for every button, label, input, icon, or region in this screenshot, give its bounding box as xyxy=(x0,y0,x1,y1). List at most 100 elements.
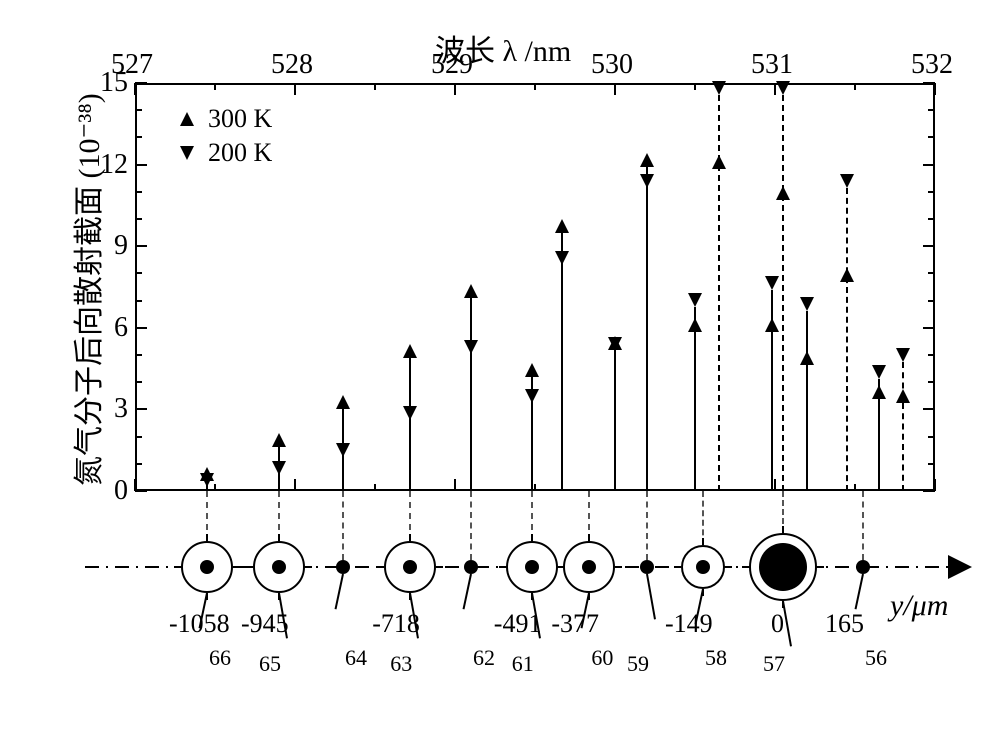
node-dot xyxy=(336,560,350,574)
stem-solid xyxy=(561,233,563,491)
leader-line xyxy=(646,574,656,620)
triangle-up-icon xyxy=(800,351,814,365)
node-dot xyxy=(856,560,870,574)
leader-line xyxy=(855,574,864,610)
triangle-up-icon xyxy=(688,318,702,332)
triangle-down-icon xyxy=(776,81,790,95)
stem-dashed xyxy=(782,95,784,491)
stem-solid xyxy=(409,358,411,491)
triangle-up-icon xyxy=(272,433,286,447)
node-position-label: -718 xyxy=(372,609,420,639)
y-tick-label: 0 xyxy=(90,475,128,507)
node-dot xyxy=(200,560,214,574)
triangle-down-icon xyxy=(800,297,814,311)
y-tick-label: 12 xyxy=(90,149,128,181)
triangle-down-icon xyxy=(464,340,478,354)
x-tick-label: 528 xyxy=(271,49,313,81)
legend-label: 300 K xyxy=(208,104,272,134)
triangle-down-icon xyxy=(688,293,702,307)
stem-dashed xyxy=(902,362,904,491)
stem-solid xyxy=(646,167,648,491)
node-position-label: 165 xyxy=(825,609,864,639)
triangle-down-icon xyxy=(608,337,622,351)
triangle-up-icon xyxy=(555,219,569,233)
node-id-label: 57 xyxy=(763,651,785,677)
leader-line xyxy=(335,574,344,610)
triangle-down-icon xyxy=(403,406,417,420)
connector-line xyxy=(862,491,864,560)
node-id-label: 64 xyxy=(345,645,367,671)
triangle-up-icon xyxy=(840,268,854,282)
y-tick-label: 6 xyxy=(90,312,128,344)
node-id-label: 58 xyxy=(705,645,727,671)
triangle-up-icon xyxy=(872,385,886,399)
triangle-up-icon xyxy=(336,395,350,409)
node-position-label: -1058 xyxy=(169,609,230,639)
node-position-label: 0 xyxy=(771,609,784,639)
x-tick-label: 532 xyxy=(911,49,953,81)
triangle-up-icon xyxy=(525,363,539,377)
connector-line xyxy=(646,491,648,560)
triangle-down-icon xyxy=(765,276,779,290)
y-tick-label: 9 xyxy=(90,230,128,262)
y-tick-label: 3 xyxy=(90,393,128,425)
triangle-down-icon xyxy=(200,473,214,487)
stem-solid xyxy=(470,298,472,491)
legend-item: 200 K xyxy=(180,138,272,168)
triangle-up-icon xyxy=(765,318,779,332)
stem-solid xyxy=(694,307,696,491)
triangle-up-icon xyxy=(712,155,726,169)
triangle-up-icon xyxy=(896,389,910,403)
node-id-label: 61 xyxy=(512,651,534,677)
x-tick-label: 530 xyxy=(591,49,633,81)
connector-line xyxy=(342,491,344,560)
triangle-down-icon xyxy=(640,174,654,188)
legend: 300 K 200 K xyxy=(180,104,272,172)
y-tick-label: 15 xyxy=(90,67,128,99)
triangle-down-icon xyxy=(272,461,286,475)
node-position-label: -149 xyxy=(665,609,713,639)
node-position-label: -377 xyxy=(551,609,599,639)
node-id-label: 60 xyxy=(591,645,613,671)
x-tick-label: 531 xyxy=(751,49,793,81)
triangle-down-icon xyxy=(555,251,569,265)
node-id-label: 65 xyxy=(259,651,281,677)
triangle-down-icon xyxy=(840,174,854,188)
stem-solid xyxy=(614,350,616,491)
stem-solid xyxy=(806,311,808,491)
triangle-up-icon xyxy=(640,153,654,167)
node-dot xyxy=(525,560,539,574)
connector-line xyxy=(470,491,472,560)
x-tick-label: 529 xyxy=(431,49,473,81)
legend-label: 200 K xyxy=(208,138,272,168)
triangle-up-icon xyxy=(464,284,478,298)
node-dot xyxy=(464,560,478,574)
triangle-down-icon xyxy=(896,348,910,362)
triangle-up-icon xyxy=(403,344,417,358)
leader-line xyxy=(463,574,472,610)
triangle-down-icon xyxy=(336,443,350,457)
connector-line xyxy=(702,491,704,545)
node-dot xyxy=(696,560,710,574)
node-dot xyxy=(759,543,807,591)
node-position-label: -945 xyxy=(241,609,289,639)
lower-axis-unit: y/μm xyxy=(890,589,948,623)
node-dot xyxy=(640,560,654,574)
node-id-label: 59 xyxy=(627,651,649,677)
figure: 波长 λ /nm氮气分子后向散射截面 (10⁻³⁸)52752852953053… xyxy=(20,20,980,727)
legend-item: 300 K xyxy=(180,104,272,134)
arrow-right-icon xyxy=(948,555,972,584)
triangle-down-icon xyxy=(180,146,194,160)
node-position-label: -491 xyxy=(494,609,542,639)
triangle-up-icon xyxy=(776,186,790,200)
node-id-label: 56 xyxy=(865,645,887,671)
node-dot xyxy=(272,560,286,574)
triangle-down-icon xyxy=(712,81,726,95)
node-id-label: 63 xyxy=(390,651,412,677)
triangle-down-icon xyxy=(872,365,886,379)
triangle-down-icon xyxy=(525,389,539,403)
node-id-label: 66 xyxy=(209,645,231,671)
stem-dashed xyxy=(846,188,848,491)
triangle-up-icon xyxy=(180,112,194,126)
node-id-label: 62 xyxy=(473,645,495,671)
